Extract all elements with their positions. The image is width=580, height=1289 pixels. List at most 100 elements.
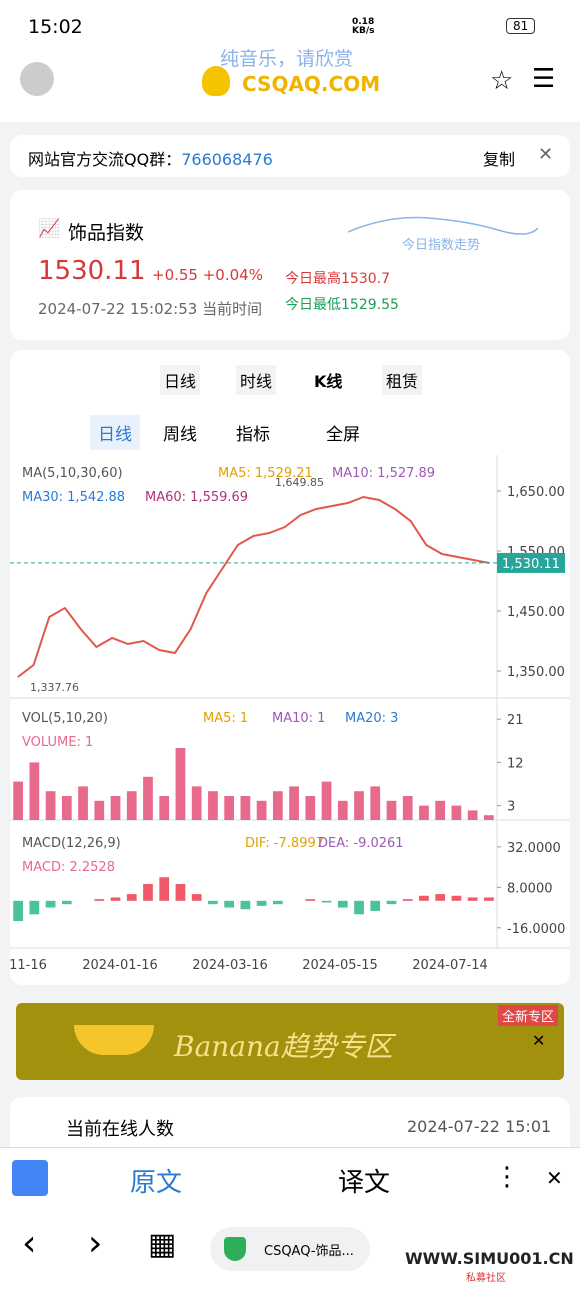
y-tick-label: 1,650.00 — [507, 485, 565, 500]
chart-tab[interactable]: K线 — [310, 365, 347, 395]
index-change: +0.55 +0.04% — [152, 266, 263, 284]
qq-label-text: 网站官方交流QQ群： — [28, 150, 182, 169]
online-title: 当前在线人数 — [66, 1119, 174, 1140]
macd-bar — [143, 883, 153, 901]
legend-text: MA10: 1 — [272, 711, 325, 726]
close[interactable]: ✕ — [538, 144, 554, 165]
original-tab[interactable]: 原文 — [130, 1168, 183, 1198]
vol-bar — [94, 800, 105, 820]
banner-tag: 全新专区 — [498, 1005, 559, 1026]
qq-card: 网站官方交流QQ群：766068476 复制 ✕ — [10, 135, 570, 177]
battery: 81 — [506, 18, 536, 34]
vol-bar — [484, 815, 494, 820]
watermark-sub: 私募社区 — [466, 1273, 506, 1284]
logo[interactable]: CSQAQ.COM — [242, 72, 381, 96]
speed: 0.18 KB/s — [352, 17, 375, 36]
macd-bar — [45, 900, 56, 908]
vol-bar — [337, 800, 348, 820]
toolbar-button[interactable]: 全屏 — [326, 425, 360, 445]
online-time: 2024-07-22 15:01 — [407, 1117, 552, 1136]
star[interactable]: ☆ — [490, 66, 514, 96]
menu[interactable]: ☰ — [532, 64, 556, 94]
clock: 15:02 — [28, 16, 83, 38]
qq-label: 网站官方交流QQ群：766068476 — [28, 146, 273, 170]
y-tick-label: -16.0000 — [507, 922, 565, 937]
macd-bar — [305, 899, 316, 901]
legend-text: MA20: 3 — [345, 711, 398, 726]
index-value: 1530.11 — [38, 256, 146, 286]
macd-bar — [354, 900, 364, 915]
last-price-box — [497, 552, 565, 573]
page-tab[interactable]: CSQAQ-饰品... — [210, 1227, 370, 1271]
macd-bar — [337, 900, 348, 908]
tabs[interactable]: ▦ — [148, 1227, 177, 1262]
index-time: 2024-07-22 15:02:53 当前时间 — [38, 300, 263, 318]
legend-text: MA10: 1,527.89 — [332, 466, 435, 481]
y-tick-label: 1,450.00 — [507, 605, 565, 620]
x-tick-label: 2024-03-16 — [192, 958, 268, 973]
close-translate[interactable]: ✕ — [546, 1166, 563, 1190]
chart-tab[interactable]: 日线 — [160, 365, 201, 395]
forward[interactable]: › — [88, 1223, 103, 1264]
macd-bar — [386, 900, 397, 905]
vol-bar — [13, 781, 23, 820]
page-tab-text: CSQAQ-饰品... — [264, 1244, 354, 1259]
vol-bar — [110, 796, 121, 820]
banner[interactable]: Banana趋势专区 全新专区 ✕ — [16, 1003, 564, 1080]
vol-bar — [45, 791, 56, 820]
macd-bar — [126, 894, 137, 901]
banner-close[interactable]: ✕ — [532, 1031, 546, 1050]
header: 纯音乐，请欣赏 CSQAQ.COM ☆ ☰ — [0, 42, 580, 122]
kline-chart: 1,650.001,550.001,450.001,350.001,530.11… — [10, 455, 570, 973]
vol-bar — [354, 791, 364, 820]
trend-sparkline — [348, 216, 538, 235]
toolbar-button[interactable]: 周线 — [163, 425, 197, 445]
legend-text: MACD(12,26,9) — [22, 836, 121, 851]
chart-tab[interactable]: 租赁 — [382, 365, 423, 395]
translated-tab[interactable]: 译文 — [338, 1168, 391, 1198]
vol-bar — [435, 800, 446, 820]
x-tick-label: 11-16 — [10, 958, 47, 973]
min-label: 1,337.76 — [30, 681, 79, 694]
y-tick-label: 12 — [507, 756, 524, 771]
x-tick-label: 2024-01-16 — [82, 958, 158, 973]
macd-bar — [191, 894, 202, 901]
index-high: 今日最高1530.7 — [285, 271, 390, 287]
translate-icon — [12, 1160, 48, 1196]
slogan: 纯音乐，请欣赏 — [220, 48, 354, 70]
watermark: WWW.SIMU001.CN — [405, 1249, 574, 1268]
macd-bar — [13, 900, 23, 922]
status-bar: 15:02 0.18 KB/s 81 — [0, 0, 580, 42]
banner-text: Banana趋势专区 — [174, 1030, 393, 1063]
last-price-label: 1,530.11 — [502, 557, 560, 572]
vol-bar — [451, 805, 462, 820]
copy[interactable]: 复制 — [483, 150, 516, 169]
vol-bar — [191, 786, 202, 820]
vol-bar — [272, 791, 283, 820]
duck — [202, 66, 230, 96]
back[interactable]: ‹ — [22, 1223, 37, 1264]
x-tick-label: 2024-05-15 — [302, 958, 378, 973]
avatar[interactable] — [20, 62, 54, 96]
toolbar-button[interactable]: 日线 — [90, 415, 140, 450]
macd-bar — [272, 900, 283, 905]
legend-text: DEA: -9.0261 — [318, 836, 404, 851]
legend-text: MA60: 1,559.69 — [145, 490, 248, 505]
legend-text: MA30: 1,542.88 — [22, 490, 125, 505]
index-title: 饰品指数 — [68, 222, 145, 244]
x-tick-label: 2024-07-14 — [412, 958, 488, 973]
index-card: 饰品指数 📈 1530.11 +0.55 +0.04% 2024-07-22 1… — [10, 190, 570, 340]
chart-tab[interactable]: 时线 — [236, 365, 277, 395]
toolbar-button[interactable]: 指标 — [236, 425, 270, 445]
vol-bar — [256, 800, 267, 820]
macd-bar — [370, 900, 381, 911]
macd-bar — [224, 900, 235, 908]
vol-bar — [240, 796, 251, 820]
vol-bar — [29, 762, 40, 820]
vol-bar — [289, 786, 299, 820]
macd-bar — [419, 895, 429, 901]
close-line — [17, 495, 490, 678]
more[interactable]: ⋮ — [494, 1162, 520, 1192]
legend-text: MA(5,10,30,60) — [22, 466, 123, 481]
